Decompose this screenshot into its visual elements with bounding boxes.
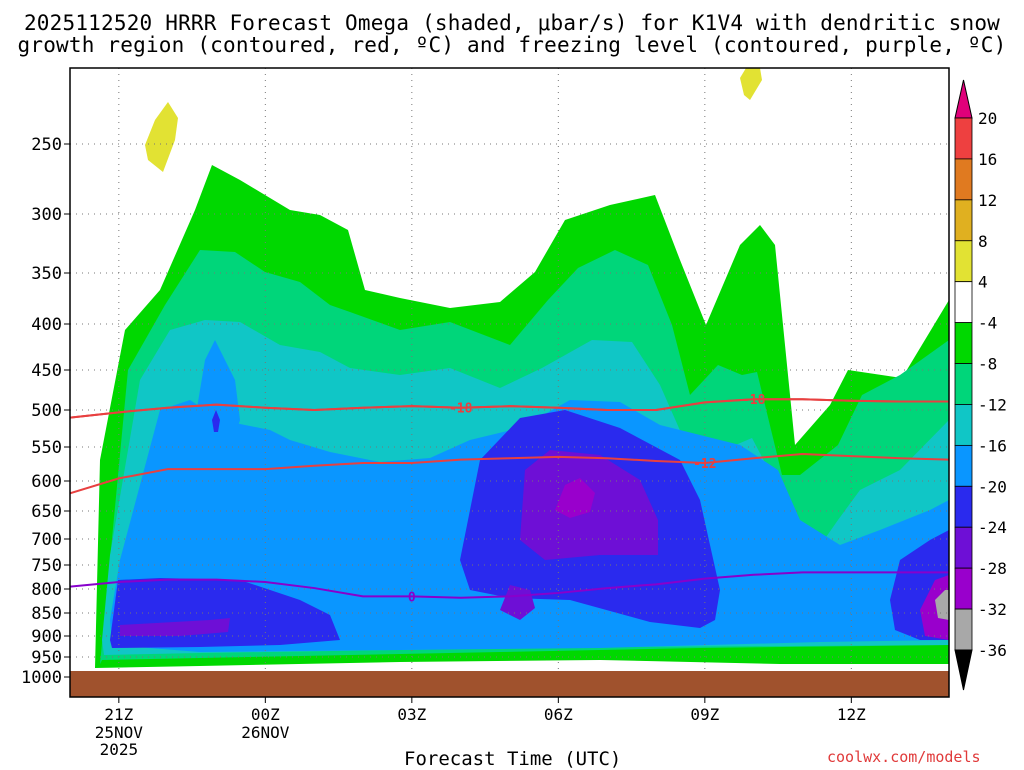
plot-frame <box>69 67 950 698</box>
chart-title-line-2: growth region (contoured, red, ºC) and f… <box>17 33 1007 57</box>
x-axis-label: Forecast Time (UTC) <box>404 748 622 770</box>
omega-region-m20_m16-13 <box>195 340 240 465</box>
x-date-label-21Z: 25NOV <box>95 723 144 742</box>
dgz-top-contour-label: -18 <box>449 402 473 417</box>
y-tick-label-850: 850 <box>31 604 62 624</box>
omega-region-m32_m28-11 <box>920 575 949 640</box>
colorbar-label-11: -28 <box>978 559 1007 578</box>
x-tick-label-00Z: 00Z <box>251 705 280 724</box>
colorbar-label-13: -36 <box>978 641 1007 660</box>
dgz-top-b-contour <box>70 398 949 419</box>
colorbar-band-m16_m12 <box>954 404 973 446</box>
omega-region-m28_m24-9 <box>500 585 535 620</box>
dgz-bottom-contour <box>70 453 949 495</box>
omega-region-m28_m24-8 <box>120 618 230 636</box>
colorbar-label-6: -8 <box>978 355 997 374</box>
x-tick-label-09Z: 09Z <box>690 705 719 724</box>
x-date-label-00Z: 26NOV <box>241 723 290 742</box>
colorbar-band-p16_p20 <box>954 117 973 160</box>
x-tick-label-12Z: 12Z <box>837 705 866 724</box>
colorbar-label-10: -24 <box>978 518 1007 537</box>
colorbar-bottom-arrow <box>954 649 973 691</box>
plot-area: -18 -18 -12 0 <box>70 68 949 697</box>
y-tick-label-500: 500 <box>31 401 62 421</box>
colorbar-band-m36_m32 <box>954 608 973 651</box>
colorbar-label-12: -32 <box>978 600 1007 619</box>
omega-region-m24_m20-14 <box>212 410 220 432</box>
y-tick-label-350: 350 <box>31 264 62 284</box>
colorbar-label-9: -20 <box>978 477 1007 496</box>
colorbar-band-m24_m20 <box>954 485 973 528</box>
dgz-bottom-contour-label: -12 <box>693 457 716 472</box>
colorbar-label-1: 16 <box>978 150 997 169</box>
y-tick-label-650: 650 <box>31 502 62 522</box>
colorbar-label-7: -12 <box>978 395 1007 414</box>
x-tick-label-06Z: 06Z <box>544 705 573 724</box>
y-tick-label-250: 250 <box>31 135 62 155</box>
y-tick-label-900: 900 <box>31 627 62 647</box>
colorbar-label-8: -16 <box>978 436 1007 455</box>
y-tick-label-1000: 1000 <box>21 668 62 688</box>
y-tick-label-750: 750 <box>31 556 62 576</box>
y-tick-label-950: 950 <box>31 648 62 668</box>
y-tick-label-450: 450 <box>31 361 62 381</box>
ground-strip <box>70 671 949 697</box>
colorbar-top-arrow <box>954 79 973 119</box>
x-year-label-21Z: 2025 <box>100 740 139 759</box>
colorbar-band-m20_m16 <box>954 444 973 487</box>
colorbar-band-m12_m8 <box>954 363 973 405</box>
omega-region-p4_p8-16 <box>740 68 762 100</box>
colorbar-band-p12_p16 <box>954 158 973 201</box>
colorbar: 20 16 12 8 4 -4 -8 -12 -16 -20 -24 -28 -32 -36 <box>954 79 1007 691</box>
x-tick-label-21Z: 21Z <box>104 705 133 724</box>
y-tick-label-550: 550 <box>31 438 62 458</box>
colorbar-band-p8_p12 <box>954 199 973 242</box>
colorbar-label-3: 8 <box>978 232 988 251</box>
freezing-level-contour-label: 0 <box>408 590 416 605</box>
colorbar-label-4: 4 <box>978 273 988 292</box>
colorbar-band-m32_m28 <box>954 567 973 610</box>
colorbar-label-0: 20 <box>978 109 997 128</box>
dgz-top-b-contour-label: -18 <box>742 393 766 408</box>
y-tick-label-300: 300 <box>31 205 62 225</box>
y-tick-label-800: 800 <box>31 580 62 600</box>
colorbar-band-m4_p4 <box>954 281 973 324</box>
colorbar-label-5: -4 <box>978 314 997 333</box>
y-tick-label-600: 600 <box>31 472 62 492</box>
chart-title-line-1: 2025112520 HRRR Forecast Omega (shaded, … <box>23 11 1001 35</box>
y-tick-label-400: 400 <box>31 315 62 335</box>
colorbar-band-m28_m24 <box>954 526 973 569</box>
omega-region-m32_m28-10 <box>555 478 595 518</box>
freezing-level-contour <box>70 571 949 599</box>
y-tick-label-700: 700 <box>31 530 62 550</box>
site-credit: coolwx.com/models <box>827 748 981 766</box>
omega-region-m36_m32-12 <box>935 590 949 620</box>
colorbar-band-p4_p8 <box>954 240 973 283</box>
colorbar-label-2: 12 <box>978 191 997 210</box>
colorbar-band-m8_m4 <box>954 322 973 364</box>
x-tick-label-03Z: 03Z <box>397 705 426 724</box>
omega-region-p4_p8-15 <box>145 102 178 172</box>
